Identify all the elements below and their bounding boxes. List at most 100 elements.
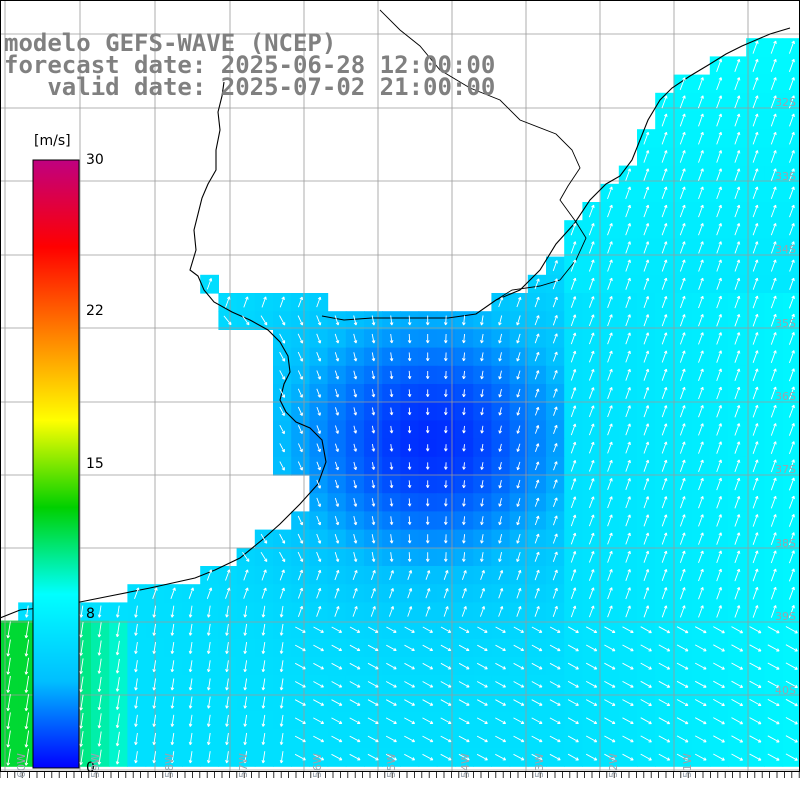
longitude-label: 59W bbox=[89, 753, 102, 778]
wind-arrow bbox=[622, 644, 634, 652]
wind-arrow bbox=[461, 315, 466, 326]
wind-arrow bbox=[371, 389, 376, 398]
wind-arrow bbox=[588, 605, 595, 618]
wind-arrow bbox=[516, 388, 521, 398]
wind-arrow bbox=[625, 478, 631, 490]
valid-date: valid date: 2025-07-02 21:00:00 bbox=[4, 73, 496, 101]
wind-arrow bbox=[698, 532, 704, 545]
wind-arrow bbox=[567, 753, 579, 761]
wind-arrow bbox=[588, 350, 595, 363]
wind-arrow bbox=[607, 569, 613, 581]
wind-arrow bbox=[425, 352, 430, 362]
wind-arrow bbox=[462, 498, 466, 507]
forecast-date: forecast date: 2025-06-28 12:00:00 bbox=[4, 51, 496, 79]
wind-arrow bbox=[788, 550, 795, 564]
wind-arrow bbox=[480, 516, 484, 526]
wind-arrow bbox=[588, 368, 595, 381]
wind-arrow bbox=[698, 496, 704, 509]
wind-arrow bbox=[97, 695, 102, 711]
wind-arrow bbox=[243, 569, 249, 581]
wind-arrow bbox=[752, 40, 759, 54]
wind-arrow bbox=[480, 407, 484, 416]
wind-arrow bbox=[698, 314, 704, 327]
wind-arrow bbox=[458, 626, 470, 633]
wind-arrow bbox=[767, 717, 780, 725]
wind-arrow bbox=[698, 386, 704, 400]
wind-arrow bbox=[462, 389, 466, 398]
wind-arrow bbox=[643, 423, 650, 436]
wind-arrow bbox=[206, 714, 211, 727]
wind-arrow bbox=[643, 514, 650, 527]
wind-arrow bbox=[462, 444, 466, 452]
wind-arrow bbox=[698, 204, 704, 218]
wind-arrow bbox=[24, 621, 30, 639]
wind-arrow bbox=[752, 131, 759, 145]
wind-arrow bbox=[331, 699, 343, 706]
wind-arrow bbox=[97, 640, 102, 656]
wind-arrow bbox=[607, 459, 613, 472]
wind-arrow bbox=[607, 550, 613, 563]
wind-arrow bbox=[607, 514, 613, 527]
wind-arrow bbox=[279, 461, 285, 471]
wind-arrow bbox=[716, 386, 722, 400]
wind-arrow bbox=[788, 313, 795, 327]
wind-arrow bbox=[676, 717, 689, 725]
model-title: modelo GEFS-WAVE (NCEP) bbox=[4, 29, 337, 57]
wind-arrow bbox=[440, 699, 452, 706]
wind-arrow bbox=[716, 332, 722, 345]
wind-arrow bbox=[404, 644, 415, 652]
wind-arrow bbox=[316, 479, 321, 489]
wind-arrow bbox=[371, 552, 376, 562]
colorbar-scale bbox=[32, 159, 80, 769]
wind-arrow bbox=[134, 714, 138, 727]
wind-arrow bbox=[549, 662, 561, 670]
wind-arrow bbox=[607, 259, 613, 272]
wind-arrow bbox=[734, 568, 741, 582]
latitude-label: 40S bbox=[775, 684, 796, 697]
wind-arrow bbox=[24, 605, 29, 618]
wind-arrow bbox=[371, 498, 376, 507]
wind-arrow bbox=[643, 131, 650, 145]
wind-arrow bbox=[404, 699, 415, 706]
wind-arrow bbox=[731, 735, 744, 743]
wind-arrow bbox=[679, 113, 686, 127]
wind-arrow bbox=[570, 459, 577, 472]
wind-arrow bbox=[658, 662, 671, 670]
wind-arrow bbox=[661, 568, 668, 582]
wind-arrow bbox=[407, 389, 412, 398]
wind-arrow bbox=[79, 749, 84, 766]
wind-arrow bbox=[731, 644, 744, 652]
wind-arrow bbox=[625, 168, 632, 181]
wind-arrow bbox=[370, 588, 376, 599]
wind-arrow bbox=[625, 423, 631, 436]
wind-arrow bbox=[476, 717, 488, 724]
wind-arrow bbox=[97, 731, 102, 747]
wind-arrow bbox=[498, 296, 504, 308]
wind-arrow bbox=[553, 388, 558, 398]
wind-arrow bbox=[534, 551, 540, 562]
wind-arrow bbox=[115, 731, 120, 747]
wind-arrow bbox=[585, 735, 598, 743]
wind-arrow bbox=[788, 441, 795, 455]
wind-arrow bbox=[661, 332, 668, 345]
wind-arrow bbox=[297, 351, 304, 362]
wind-arrow bbox=[549, 717, 561, 724]
wind-arrow bbox=[770, 204, 777, 218]
wind-arrow bbox=[404, 681, 415, 688]
wind-arrow bbox=[625, 605, 631, 618]
wind-arrow bbox=[516, 315, 521, 326]
wind-arrow bbox=[134, 642, 138, 654]
wind-arrow bbox=[443, 333, 448, 344]
wind-arrow bbox=[661, 186, 668, 200]
wind-arrow bbox=[716, 495, 722, 509]
wind-arrow bbox=[353, 370, 358, 380]
wind-arrow bbox=[206, 751, 211, 764]
wind-arrow bbox=[716, 350, 722, 363]
wind-arrow bbox=[716, 532, 722, 545]
wind-arrow bbox=[513, 681, 525, 688]
wind-arrow bbox=[588, 405, 595, 418]
wind-arrow bbox=[389, 462, 394, 470]
wind-arrow bbox=[498, 370, 502, 380]
wind-arrow bbox=[443, 370, 448, 380]
longitude-label: 53W bbox=[533, 753, 546, 778]
